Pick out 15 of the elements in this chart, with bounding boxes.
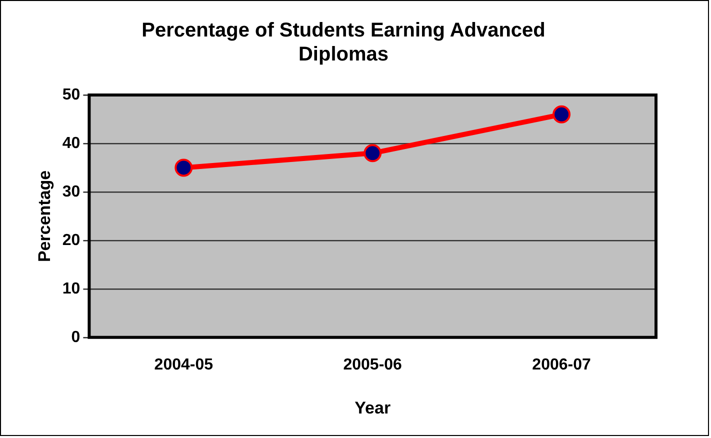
chart-title: Percentage of Students Earning Advanced Diplomas [142, 20, 546, 66]
point [364, 144, 382, 162]
y-axis-title: Percentage [34, 170, 54, 262]
y-tick-label: 10 [62, 280, 80, 298]
point [552, 105, 571, 124]
x-axis-title: Year [354, 398, 391, 418]
y-tick-label: 50 [62, 86, 80, 104]
y-tick-label: 30 [62, 183, 80, 200]
y-tick-label: 20 [62, 232, 80, 249]
y-tick-label: 40 [62, 134, 80, 152]
y-tick-label: 0 [71, 328, 80, 346]
x-tick-label: 2005-06 [343, 356, 402, 374]
x-tick-label: 2006-07 [532, 356, 591, 374]
x-tick-label: 2004-05 [154, 356, 214, 374]
point [174, 158, 193, 177]
